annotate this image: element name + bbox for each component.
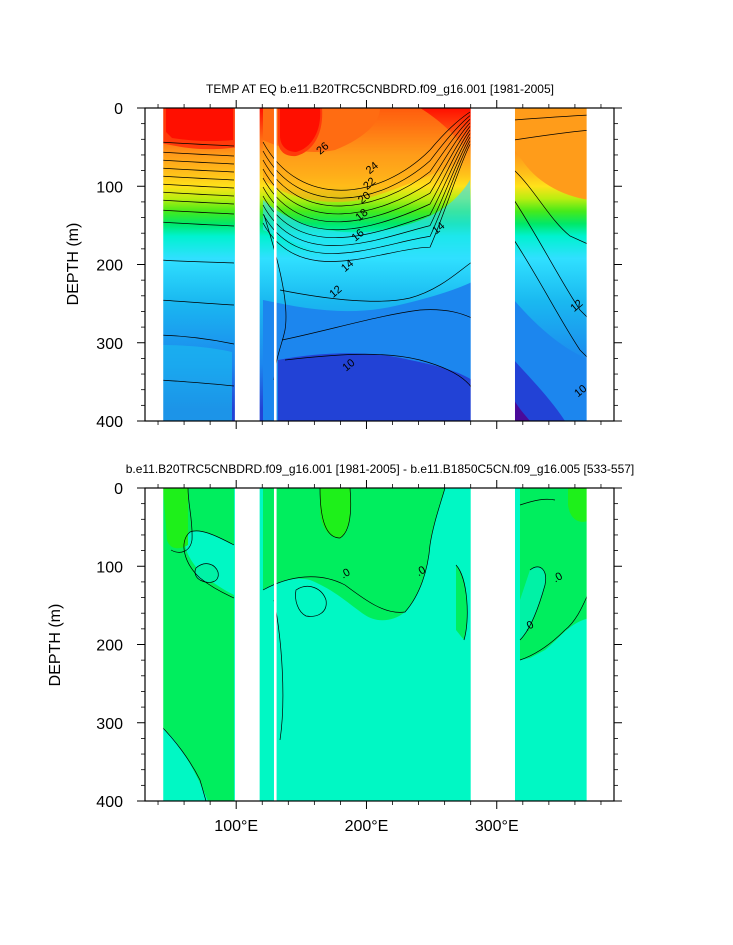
y-axis-label: DEPTH (m) xyxy=(47,604,64,687)
y-axis: 0 100 200 300 400 xyxy=(96,481,622,811)
y-tick-label: 100 xyxy=(96,179,123,196)
y-tick-label: 0 xyxy=(114,481,123,498)
contour-line xyxy=(159,724,207,801)
difference-contour-fill xyxy=(160,488,590,801)
contour-line xyxy=(159,199,235,205)
y-tick-label: 200 xyxy=(96,638,123,655)
contour-line xyxy=(279,261,473,302)
contour-line xyxy=(262,140,471,254)
contour-line xyxy=(262,488,446,613)
contour-line xyxy=(170,488,193,553)
contour-line xyxy=(263,214,287,381)
contour-line xyxy=(159,159,235,165)
contour-line xyxy=(159,221,235,227)
contour-line xyxy=(159,183,235,189)
x-tick-label: 100°E xyxy=(214,818,258,835)
contour-line xyxy=(159,259,235,264)
y-tick-label: 400 xyxy=(96,794,123,811)
contour-line xyxy=(262,111,471,191)
land-mask xyxy=(145,488,614,801)
land-gap xyxy=(470,108,515,421)
temperature-contour-fill xyxy=(160,108,590,421)
contour-line xyxy=(284,353,473,389)
x-axis: 100°E 200°E 300°E xyxy=(157,480,602,835)
contour-line xyxy=(159,379,235,387)
contour-line xyxy=(513,169,591,246)
contour-line xyxy=(513,129,591,141)
contour-line xyxy=(262,137,471,246)
land-gap xyxy=(586,488,614,801)
land-gap xyxy=(273,488,277,801)
contour-line xyxy=(513,199,591,321)
contour-line xyxy=(262,126,471,223)
contour-line xyxy=(519,566,546,641)
land-gap xyxy=(145,488,164,801)
contour-line xyxy=(295,586,327,617)
contour-line xyxy=(262,133,471,239)
land-gap xyxy=(145,108,164,421)
chart-title: b.e11.B20TRC5CNBDRD.f09_g16.001 [1981-20… xyxy=(126,462,635,476)
contour-line xyxy=(519,589,591,661)
land-gap xyxy=(586,108,614,421)
contour-line xyxy=(159,141,235,147)
contour-line xyxy=(159,175,235,181)
y-tick-label: 0 xyxy=(114,101,123,118)
chart-title: TEMP AT EQ b.e11.B20TRC5CNBDRD.f09_g16.0… xyxy=(206,82,554,96)
contour-line xyxy=(159,334,235,345)
contour-line xyxy=(159,209,235,215)
land-gap xyxy=(234,108,260,421)
contour-line xyxy=(159,191,235,197)
contour-line xyxy=(262,144,471,262)
land-gap xyxy=(273,108,277,421)
y-tick-label: 200 xyxy=(96,258,123,275)
contour-line xyxy=(455,564,468,641)
contour-line xyxy=(513,239,591,361)
contour-line xyxy=(159,151,235,157)
y-axis: 0 100 200 300 400 xyxy=(96,101,622,431)
contour-line xyxy=(262,115,471,199)
contour-line xyxy=(194,563,219,583)
y-tick-label: 100 xyxy=(96,559,123,576)
contour-line xyxy=(262,118,471,207)
contour-line xyxy=(183,530,235,599)
y-tick-label: 300 xyxy=(96,716,123,733)
land-gap xyxy=(234,488,260,801)
contour-line xyxy=(513,114,591,121)
x-tick-label: 300°E xyxy=(475,818,519,835)
contour-line xyxy=(281,309,473,341)
y-axis-label: DEPTH (m) xyxy=(65,223,82,306)
land-mask xyxy=(145,108,614,421)
y-tick-label: 400 xyxy=(96,414,123,431)
contour-line xyxy=(159,299,235,306)
contour-line xyxy=(319,488,352,539)
land-gap xyxy=(470,488,515,801)
contour-line xyxy=(519,498,556,506)
contour-line xyxy=(262,129,471,231)
x-tick-label: 200°E xyxy=(345,818,389,835)
difference-contour-lines xyxy=(159,488,591,801)
y-tick-label: 300 xyxy=(96,336,123,353)
x-axis xyxy=(157,100,602,429)
contour-line xyxy=(159,167,235,173)
